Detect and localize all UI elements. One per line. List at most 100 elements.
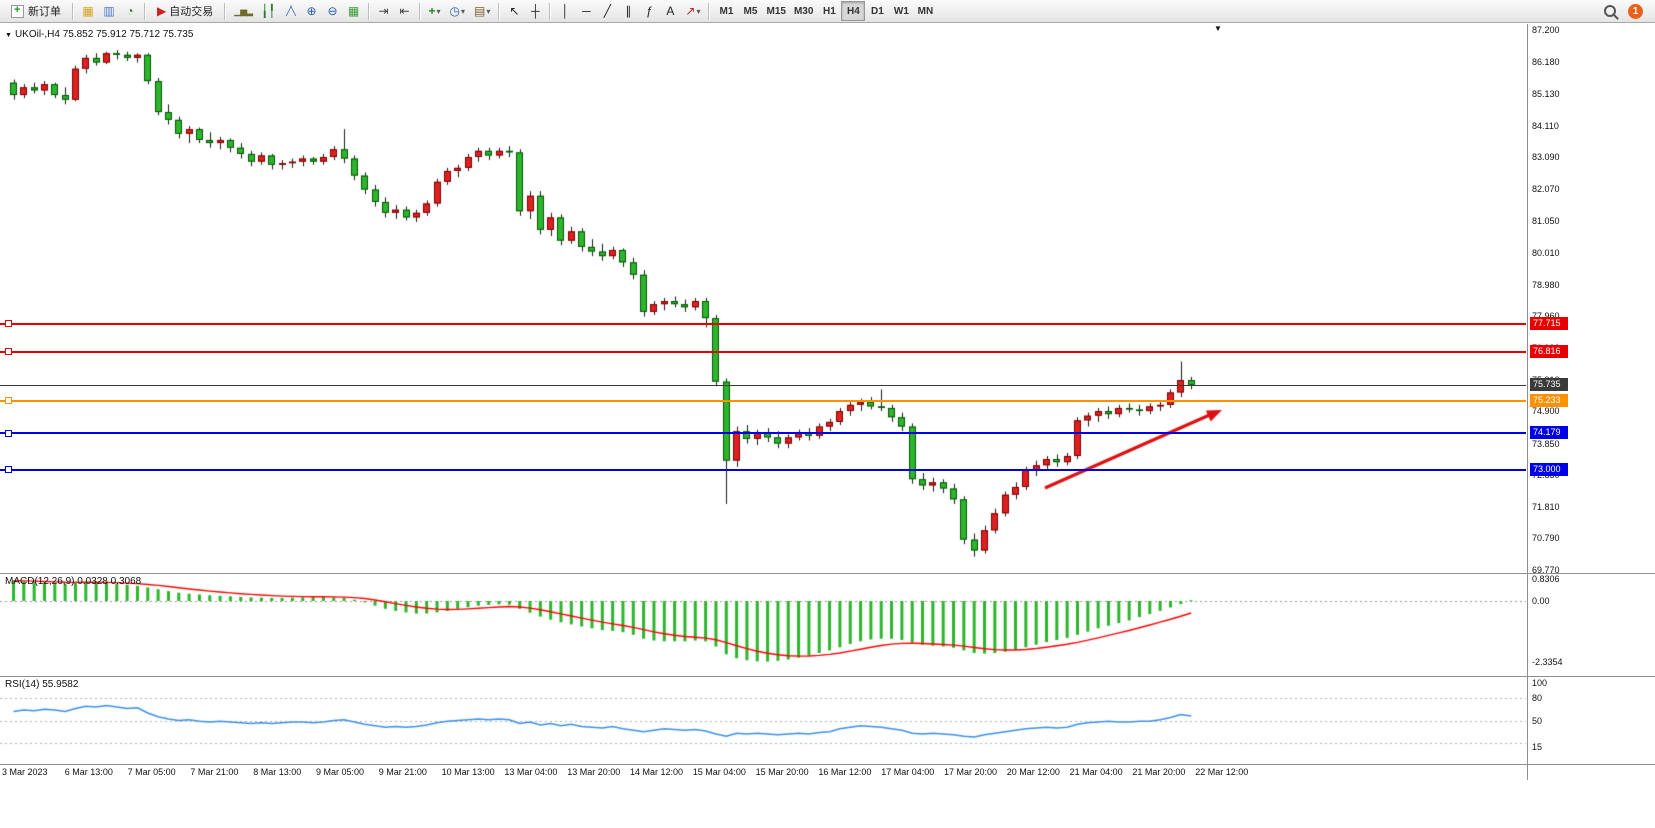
- chart-shift-marker[interactable]: ▼: [1214, 24, 1222, 33]
- autotrade-icon: ▶: [157, 4, 167, 18]
- timeframe-h1[interactable]: H1: [817, 1, 841, 21]
- macd-tick: 0.00: [1532, 596, 1550, 606]
- fibonacci-button[interactable]: ƒ: [639, 1, 659, 21]
- price-scale-border: [1527, 24, 1528, 780]
- time-axis-label: 22 Mar 12:00: [1195, 767, 1249, 777]
- price-axis[interactable]: 77.715 76.816 75.735 75.233 74.179 73.000 87.2…: [1530, 0, 1655, 828]
- channel-button[interactable]: ∥: [618, 1, 638, 21]
- new-order-button[interactable]: 新订单: [4, 1, 68, 21]
- vertical-line-button[interactable]: │: [555, 1, 575, 21]
- chevron-down-icon: ▾: [486, 6, 491, 16]
- price-tick: 73.850: [1532, 438, 1560, 449]
- new-order-label: 新订单: [28, 6, 61, 18]
- panel-separator-macd[interactable]: [0, 573, 1655, 574]
- arrow-shapes-icon: ↗: [685, 4, 696, 18]
- toolbar-separator: [498, 2, 501, 20]
- macd-canvas[interactable]: [0, 574, 1526, 674]
- time-axis-label: 6 Mar 13:00: [64, 767, 113, 777]
- toolbar-separator: [549, 2, 552, 20]
- timeframe-mn[interactable]: MN: [913, 1, 937, 21]
- line-chart-button[interactable]: ╱╲: [281, 1, 301, 21]
- timeframe-w1[interactable]: W1: [889, 1, 913, 21]
- trendline-button[interactable]: ╱: [597, 1, 617, 21]
- rsi-label: RSI(14) 55.9582: [5, 679, 79, 690]
- collapse-icon[interactable]: ▼: [5, 32, 12, 39]
- price-badge-73.000: 73.000: [1530, 462, 1568, 476]
- timeframe-m1[interactable]: M1: [714, 1, 738, 21]
- candlestick-chart-button[interactable]: ╽╿: [257, 1, 279, 21]
- chevron-down-icon: ▾: [461, 6, 466, 16]
- main-chart-canvas[interactable]: [0, 24, 1526, 574]
- time-axis-label: 13 Mar 04:00: [504, 767, 558, 777]
- chevron-down-icon: ▾: [696, 6, 701, 16]
- auto-scroll-button[interactable]: ⇥: [374, 1, 394, 21]
- search-button[interactable]: [1600, 1, 1620, 21]
- zoom-in-button[interactable]: ⊕: [302, 1, 322, 21]
- timeframe-m30[interactable]: M30: [790, 1, 817, 21]
- price-tick: 87.200: [1532, 25, 1560, 35]
- autotrade-button[interactable]: ▶ 自动交易: [150, 1, 220, 21]
- indicators-button[interactable]: + ▾: [425, 1, 445, 21]
- time-axis-label: 13 Mar 20:00: [567, 767, 621, 777]
- text-label-button[interactable]: A: [660, 1, 680, 21]
- bar-chart-button[interactable]: ▁▅▂: [230, 1, 256, 21]
- price-tick: 81.050: [1532, 215, 1560, 226]
- rsi-tick: 100: [1532, 678, 1548, 688]
- horizontal-line-button[interactable]: ─: [576, 1, 596, 21]
- auto-scroll-icon: ⇥: [378, 4, 389, 18]
- rsi-tick: 15: [1532, 741, 1543, 752]
- tile-windows-icon: ▦: [347, 4, 360, 18]
- time-axis-label: 3 Mar 2023: [2, 767, 48, 777]
- time-axis-label: 16 Mar 12:00: [818, 767, 872, 777]
- templates-button[interactable]: ▤ ▾: [470, 1, 494, 21]
- data-window-icon: ▥: [103, 4, 115, 18]
- timeframe-m15[interactable]: M15: [762, 1, 789, 21]
- market-watch-button[interactable]: ▦: [78, 1, 98, 21]
- time-axis-label: 7 Mar 05:00: [127, 767, 176, 777]
- cursor-button[interactable]: ↖: [504, 1, 524, 21]
- rsi-tick: 80: [1532, 693, 1543, 703]
- panel-separator-rsi[interactable]: [0, 676, 1655, 677]
- price-badge-74.179: 74.179: [1530, 426, 1568, 440]
- tile-windows-button[interactable]: ▦: [344, 1, 364, 21]
- toolbar-separator: [224, 2, 227, 20]
- fibonacci-icon: ƒ: [646, 4, 653, 18]
- timeframe-m5[interactable]: M5: [738, 1, 762, 21]
- line-chart-icon: ╱╲: [286, 5, 296, 16]
- rsi-canvas[interactable]: [0, 677, 1526, 765]
- timeframe-d1[interactable]: D1: [865, 1, 889, 21]
- timeframe-group: M1 M5 M15 M30 H1 H4 D1 W1 MN: [714, 1, 937, 21]
- panel-separator-timeaxis: [0, 764, 1655, 765]
- notification-badge[interactable]: 1: [1628, 3, 1643, 19]
- horizontal-line-icon: ─: [582, 4, 591, 18]
- periods-button[interactable]: ◷ ▾: [446, 1, 470, 21]
- vertical-line-icon: │: [561, 4, 570, 18]
- macd-tick: -2.3354: [1532, 656, 1563, 667]
- crosshair-icon: ┼: [531, 4, 540, 18]
- zoom-in-icon: ⊕: [306, 4, 317, 18]
- price-tick: 86.180: [1532, 56, 1560, 67]
- crosshair-button[interactable]: ┼: [525, 1, 545, 21]
- arrows-button[interactable]: ↗ ▾: [681, 1, 704, 21]
- timeframe-h4[interactable]: H4: [841, 1, 866, 21]
- toolbar-separator: [708, 2, 711, 20]
- chart-shift-button[interactable]: ⇤: [395, 1, 415, 21]
- market-watch-icon: ▦: [82, 4, 94, 18]
- main-toolbar: 新订单 ▦ ▥ ◔ ▶ 自动交易 ▁▅▂ ╽╿ ╱╲ ⊕ ⊖ ▦ ⇥ ⇤ +▾ …: [0, 0, 1655, 23]
- strategy-tester-button[interactable]: ◔: [120, 1, 140, 21]
- trendline-icon: ╱: [603, 4, 612, 18]
- text-label-icon: A: [666, 4, 675, 18]
- channel-icon: ∥: [625, 4, 632, 18]
- price-tick: 69.770: [1532, 564, 1560, 575]
- toolbar-separator: [144, 2, 146, 20]
- price-tick: 71.810: [1532, 501, 1560, 512]
- price-tick: 70.790: [1532, 533, 1560, 544]
- price-badge-75.233: 75.233: [1530, 393, 1568, 407]
- clock-icon: ◷: [449, 4, 461, 18]
- zoom-out-button[interactable]: ⊖: [323, 1, 343, 21]
- zoom-out-icon: ⊖: [327, 4, 338, 18]
- time-axis-label: 9 Mar 05:00: [316, 767, 365, 777]
- order-ticket-icon: [11, 4, 24, 18]
- data-window-button[interactable]: ▥: [99, 1, 119, 21]
- time-axis-label: 17 Mar 20:00: [944, 767, 998, 777]
